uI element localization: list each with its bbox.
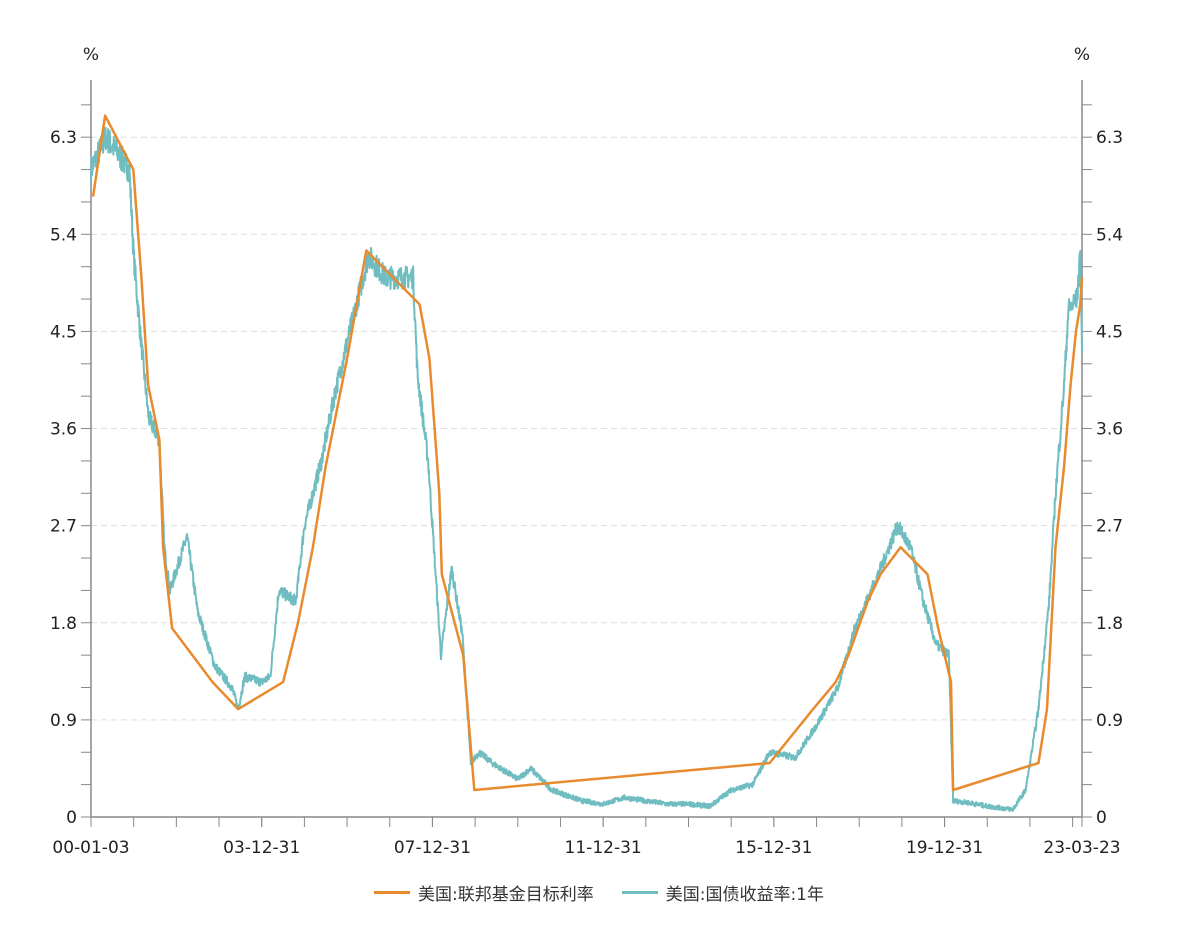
- y-tick-label-left: 0.9: [50, 711, 77, 731]
- y-tick-label-right: 0.9: [1096, 711, 1123, 731]
- y-tick-label-left: 5.4: [50, 225, 77, 245]
- x-tick-label: 00-01-03: [52, 838, 129, 858]
- legend-item-treasury-1y[interactable]: 美国:国债收益率:1年: [621, 880, 824, 905]
- y-tick-label-right: 1.8: [1096, 614, 1123, 634]
- line-chart: % % 0 0 0.9 0.9 1.8 1.8 2.7 2.7 3.6 3.6 4.5 4.5 5.4 5…: [50, 45, 1123, 858]
- y-tick-label-left: 2.7: [50, 517, 77, 537]
- series-line-fed-funds: [91, 114, 1084, 792]
- x-tick-label: 23-03-23: [1043, 838, 1120, 858]
- y-tick-label-right: 5.4: [1096, 225, 1123, 245]
- y-tick-label-left: 6.3: [50, 128, 77, 148]
- y-tick-label-right: 3.6: [1096, 420, 1123, 440]
- y-tick-label-left: 3.6: [50, 420, 77, 440]
- legend-swatch-orange: [373, 891, 410, 894]
- x-tick-label: 03-12-31: [223, 838, 300, 858]
- y-tick-label-left: 1.8: [50, 614, 77, 634]
- y-axis-unit-right: %: [1074, 45, 1090, 65]
- legend: 美国:联邦基金目标利率 美国:国债收益率:1年: [0, 880, 1198, 905]
- legend-label: 美国:国债收益率:1年: [665, 885, 824, 905]
- y-axis-unit-left: %: [83, 45, 99, 65]
- series-line-treasury-1y: [90, 126, 1083, 813]
- x-tick-label: 15-12-31: [735, 838, 812, 858]
- legend-swatch-teal: [621, 891, 658, 894]
- y-tick-label-right: 0: [1096, 808, 1107, 828]
- x-tick-label: 11-12-31: [565, 838, 642, 858]
- y-tick-label-left: 4.5: [50, 322, 77, 342]
- y-tick-label-right: 6.3: [1096, 128, 1123, 148]
- y-tick-label-right: 2.7: [1096, 517, 1123, 537]
- x-tick-label: 19-12-31: [906, 838, 983, 858]
- y-tick-label-right: 4.5: [1096, 322, 1123, 342]
- legend-item-fed-funds[interactable]: 美国:联邦基金目标利率: [373, 880, 594, 905]
- legend-label: 美国:联邦基金目标利率: [417, 885, 594, 905]
- x-tick-label: 07-12-31: [394, 838, 471, 858]
- y-tick-label-left: 0: [66, 808, 77, 828]
